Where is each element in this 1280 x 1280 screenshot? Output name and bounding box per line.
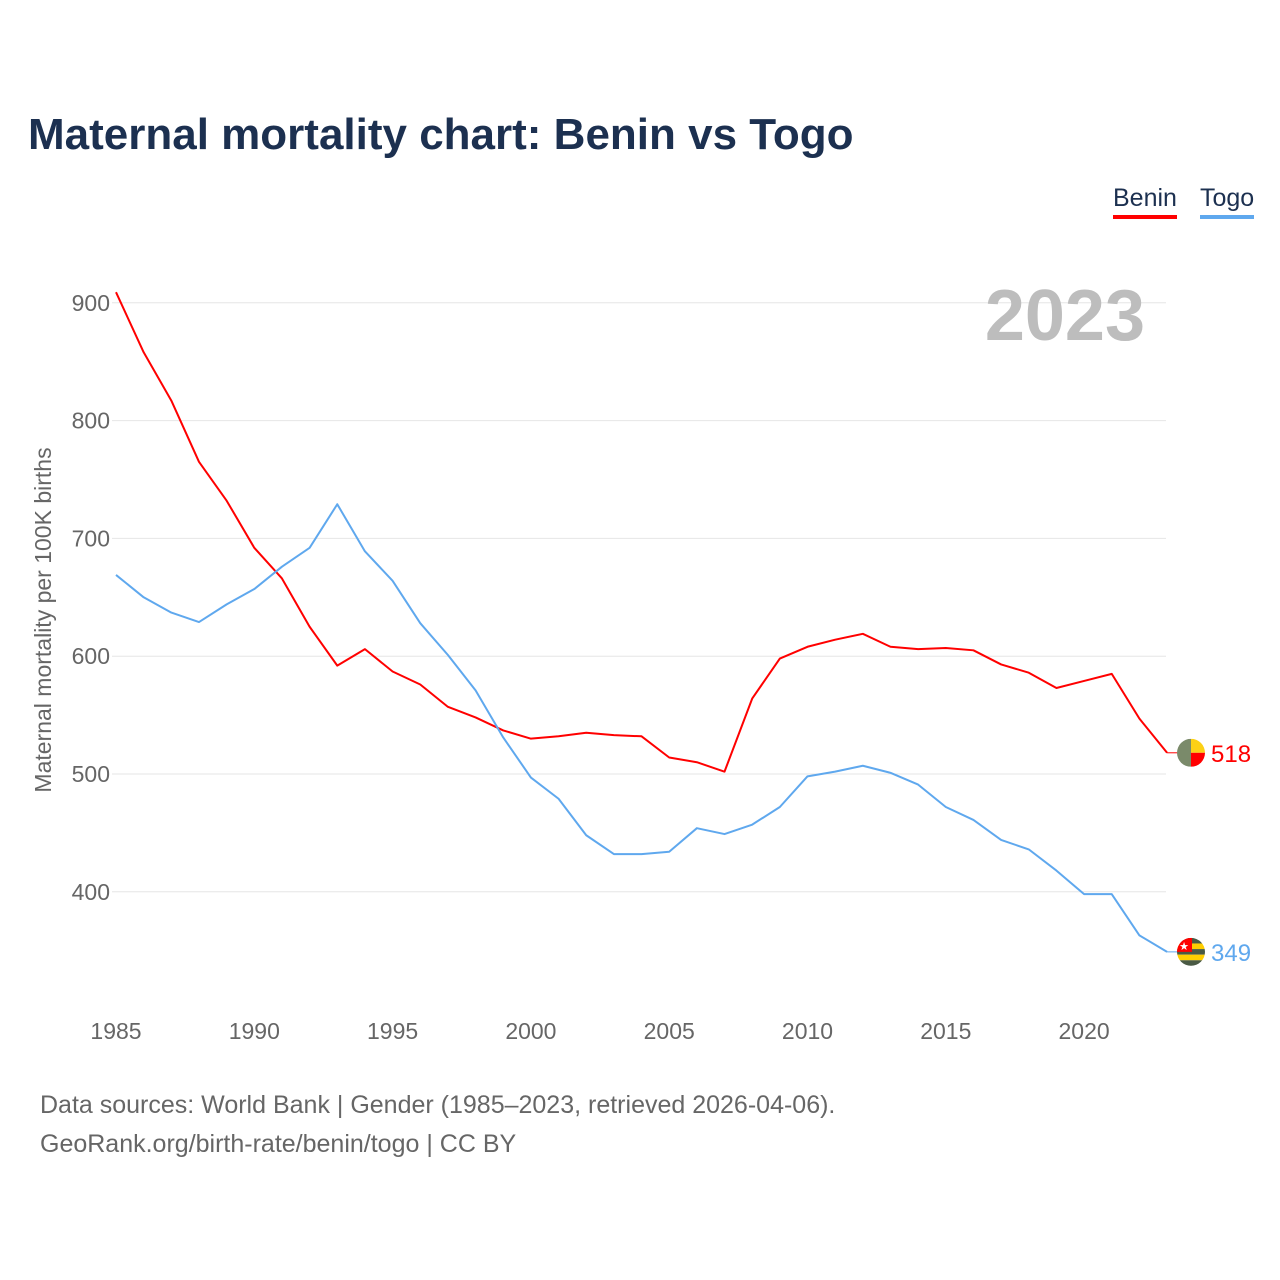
source-note: Data sources: World Bank | Gender (1985–… xyxy=(40,1086,835,1164)
end-value-label: 349 xyxy=(1211,940,1251,967)
y-tick-label: 500 xyxy=(72,761,110,787)
x-tick-label: 2000 xyxy=(505,1018,556,1044)
x-tick-label: 1985 xyxy=(90,1018,141,1044)
y-tick-label: 900 xyxy=(72,290,110,316)
series-line-togo xyxy=(115,503,1168,953)
chart-title: Maternal mortality chart: Benin vs Togo xyxy=(28,110,854,159)
y-tick-label: 700 xyxy=(72,525,110,551)
x-tick-label: 1990 xyxy=(229,1018,280,1044)
y-tick-label: 800 xyxy=(72,408,110,434)
x-tick-label: 2015 xyxy=(920,1018,971,1044)
x-tick-label: 1995 xyxy=(367,1018,418,1044)
year-watermark: 2023 xyxy=(985,276,1145,356)
source-line-2[interactable]: GeoRank.org/birth-rate/benin/togo | CC B… xyxy=(40,1130,517,1158)
series-line-benin xyxy=(115,291,1168,773)
y-tick-label: 600 xyxy=(72,643,110,669)
y-tick-label: 400 xyxy=(72,879,110,905)
end-value-label: 518 xyxy=(1211,741,1251,768)
flag-benin-icon xyxy=(1177,738,1205,767)
x-tick-label: 2020 xyxy=(1059,1018,1110,1044)
y-axis-label: Maternal mortality per 100K births xyxy=(30,447,56,792)
svg-text:★: ★ xyxy=(1179,941,1189,953)
x-tick-label: 2010 xyxy=(782,1018,833,1044)
x-tick-label: 2005 xyxy=(644,1018,695,1044)
legend-togo[interactable]: Togo xyxy=(1200,184,1255,219)
source-line-1: Data sources: World Bank | Gender (1985–… xyxy=(40,1091,836,1119)
flag-togo-icon: ★ xyxy=(1177,937,1205,966)
legend-benin[interactable]: Benin xyxy=(1113,184,1177,219)
